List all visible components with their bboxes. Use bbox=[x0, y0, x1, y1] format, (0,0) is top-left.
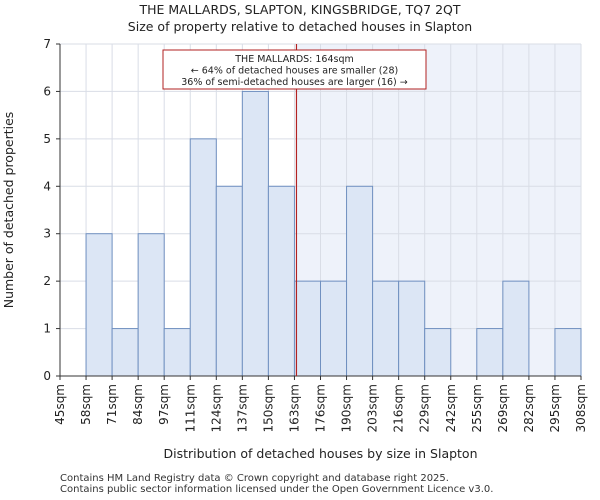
x-tick-label: 269sqm bbox=[496, 384, 510, 432]
histogram-bar bbox=[189, 138, 217, 377]
x-tick-label: 190sqm bbox=[340, 384, 354, 432]
annotation-text: 36% of semi-detached houses are larger (… bbox=[181, 77, 408, 88]
footer-attribution-1: Contains HM Land Registry data © Crown c… bbox=[60, 473, 449, 484]
x-tick-label: 163sqm bbox=[287, 384, 301, 432]
histogram-bar bbox=[398, 280, 426, 377]
histogram-bar bbox=[267, 185, 295, 377]
x-tick-label: 150sqm bbox=[261, 384, 275, 432]
histogram-bar bbox=[137, 233, 165, 377]
histogram-bar bbox=[424, 328, 452, 377]
x-tick-label: 58sqm bbox=[79, 384, 93, 425]
x-tick-label: 111sqm bbox=[183, 384, 197, 432]
histogram-bar bbox=[502, 280, 530, 377]
histogram-bar bbox=[293, 280, 322, 377]
x-tick-label: 229sqm bbox=[418, 384, 432, 432]
y-tick-label: 7 bbox=[43, 37, 51, 51]
histogram-bar bbox=[554, 328, 582, 377]
histogram-bar bbox=[163, 328, 191, 377]
histogram-bar bbox=[111, 328, 139, 377]
annotation-box bbox=[162, 49, 427, 90]
histogram-bar bbox=[346, 185, 374, 377]
annotation-text: THE MALLARDS: 164sqm bbox=[234, 54, 354, 65]
histogram-bar bbox=[372, 280, 400, 377]
x-tick-label: 242sqm bbox=[444, 384, 458, 432]
histogram-bar bbox=[215, 185, 243, 377]
x-tick-label: 71sqm bbox=[105, 384, 119, 425]
y-tick-label: 2 bbox=[43, 274, 51, 288]
histogram-chart: 0 1 2 3 4 5 6 7 45sqm 58sqm 71sqm 84sqm 97sqm 111sqm 1… bbox=[1, 37, 588, 461]
histogram-bar bbox=[241, 90, 269, 377]
y-tick-label: 1 bbox=[43, 322, 51, 336]
annotation-text: ← 64% of detached houses are smaller (28… bbox=[191, 66, 398, 77]
y-tick-label: 4 bbox=[43, 179, 51, 193]
histogram-bar bbox=[476, 328, 504, 377]
y-axis-label: Number of detached properties bbox=[1, 112, 16, 309]
footer-attribution-2: Contains public sector information licen… bbox=[60, 484, 494, 495]
x-tick-label: 282sqm bbox=[522, 384, 536, 432]
x-tick-label: 137sqm bbox=[235, 384, 249, 432]
x-tick-label: 84sqm bbox=[131, 384, 145, 425]
y-tick-label: 3 bbox=[43, 227, 51, 241]
x-tick-label: 176sqm bbox=[314, 384, 328, 432]
x-tick-label: 295sqm bbox=[548, 384, 562, 432]
histogram-bar bbox=[85, 233, 113, 377]
x-tick-label: 203sqm bbox=[366, 384, 380, 432]
chart-title: THE MALLARDS, SLAPTON, KINGSBRIDGE, TQ7 … bbox=[139, 2, 461, 17]
chart-subtitle: Size of property relative to detached ho… bbox=[127, 19, 473, 34]
x-tick-label: 255sqm bbox=[470, 384, 484, 432]
y-tick-label: 5 bbox=[43, 132, 51, 146]
histogram-bar bbox=[320, 280, 348, 377]
x-tick-label: 124sqm bbox=[209, 384, 223, 432]
y-tick-label: 0 bbox=[43, 369, 51, 383]
x-tick-label: 308sqm bbox=[574, 384, 588, 432]
x-tick-label: 45sqm bbox=[53, 384, 67, 425]
x-tick-label: 216sqm bbox=[392, 384, 406, 432]
x-tick-label: 97sqm bbox=[157, 384, 171, 425]
x-axis-label: Distribution of detached houses by size … bbox=[163, 446, 477, 461]
y-tick-label: 6 bbox=[43, 84, 51, 98]
